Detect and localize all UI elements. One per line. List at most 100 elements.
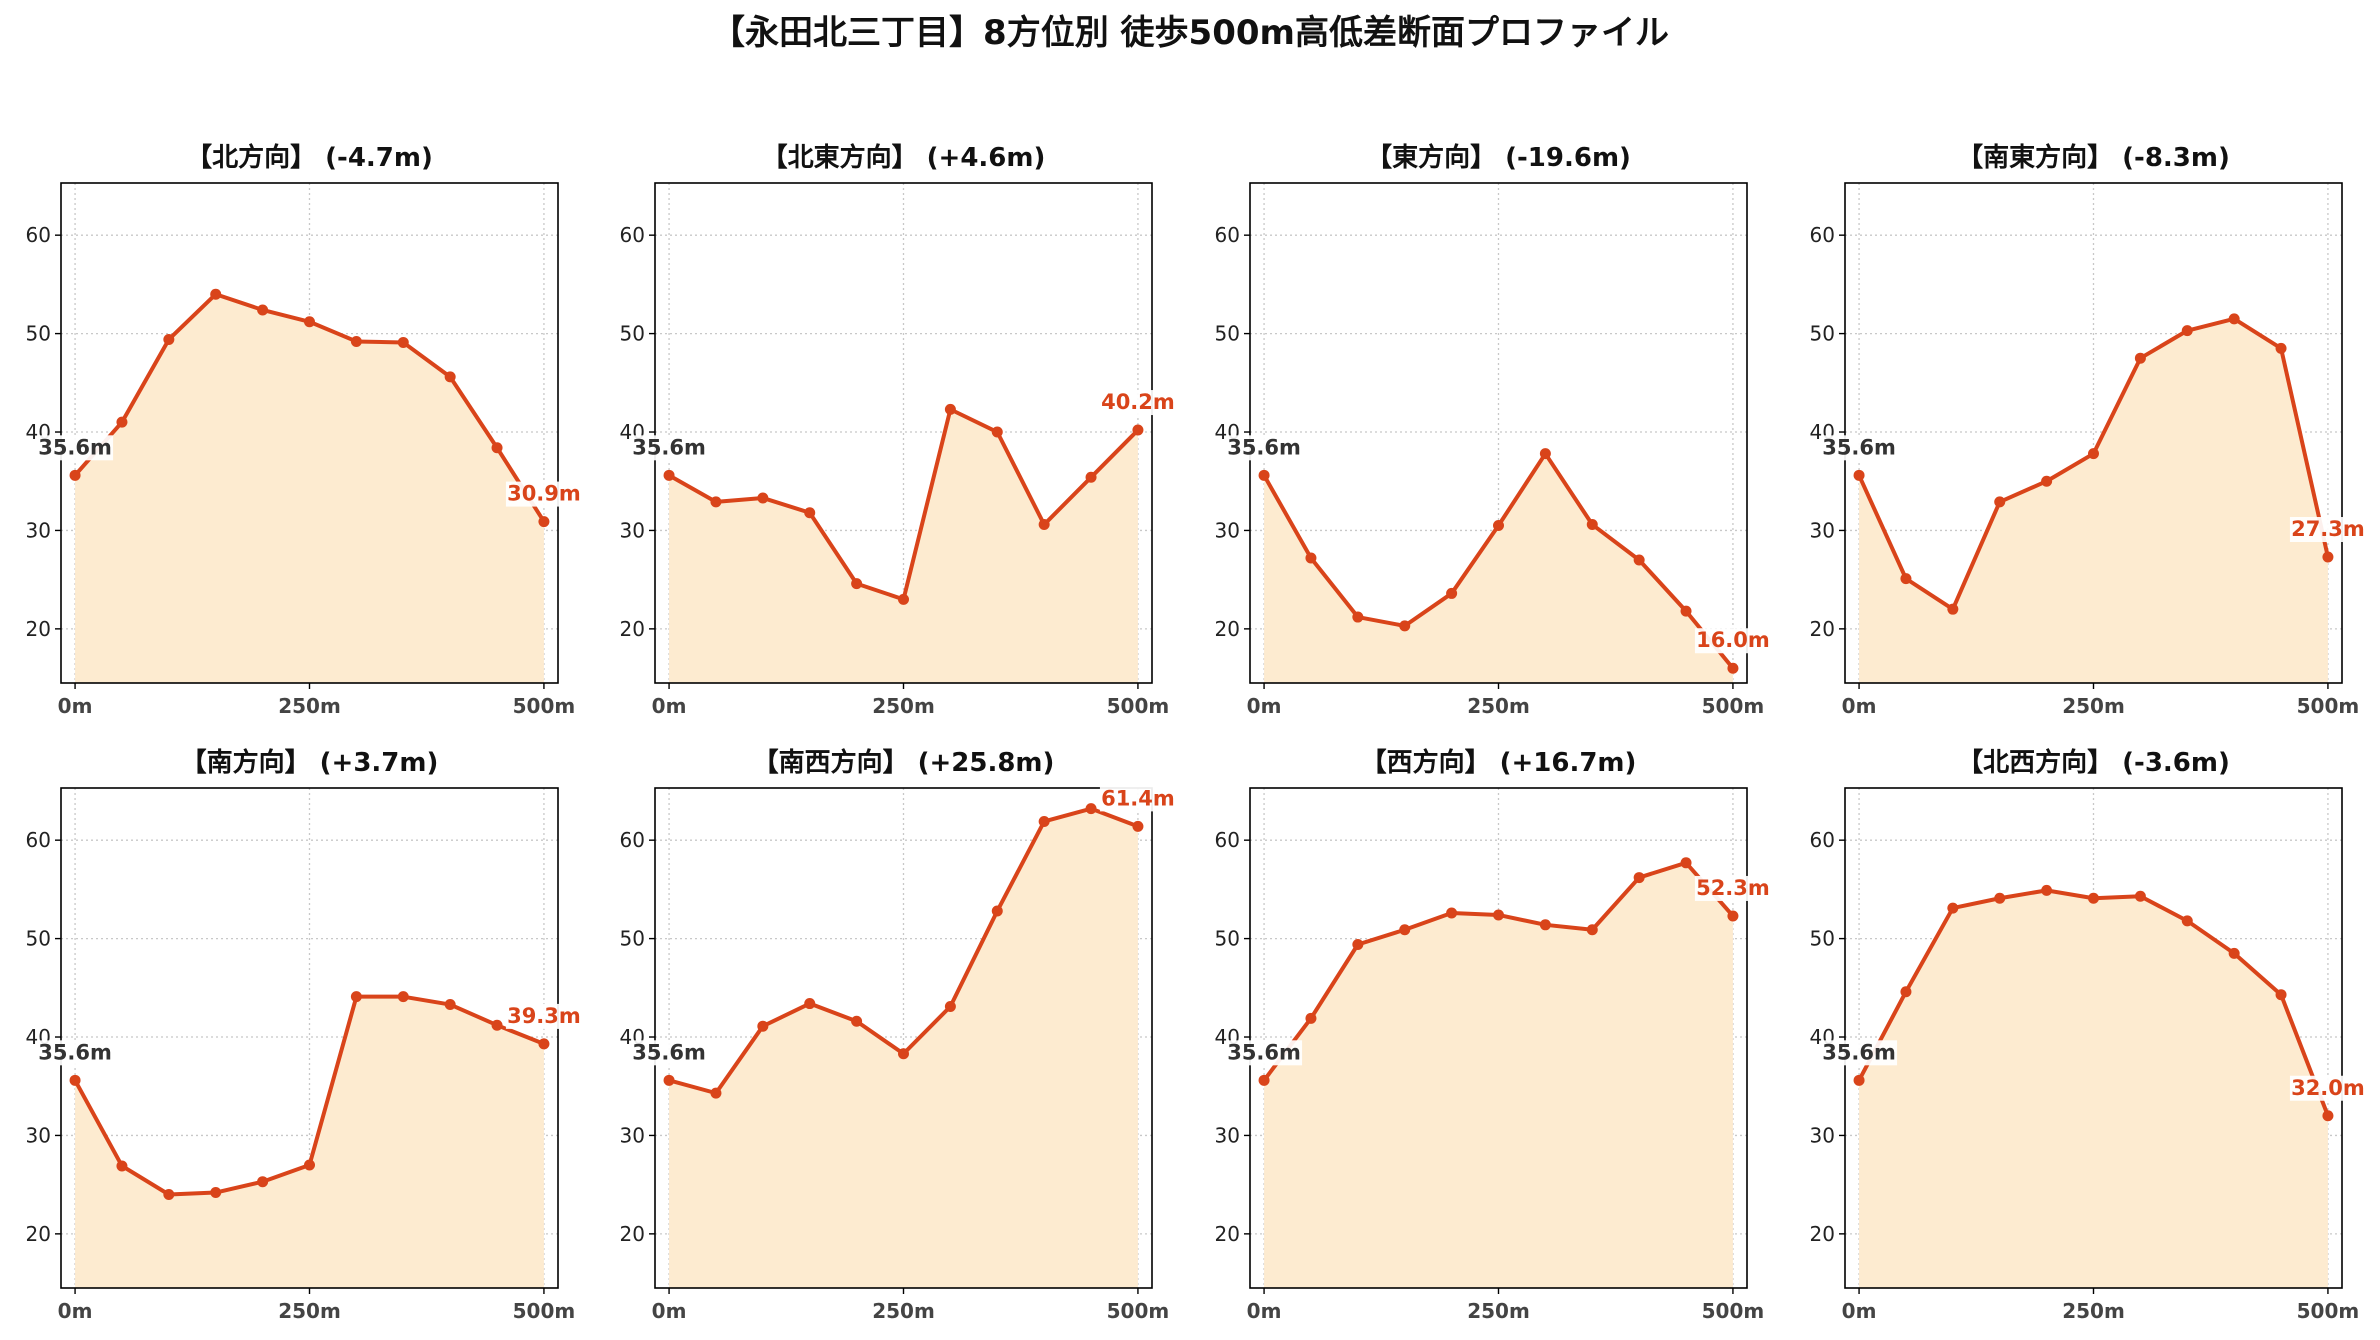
x-tick-label: 250m <box>1467 694 1530 718</box>
profile-point <box>1900 573 1912 585</box>
profile-point <box>2228 313 2240 325</box>
profile-point <box>1727 910 1739 922</box>
profile-point <box>1258 469 1270 481</box>
y-tick-label: 50 <box>620 322 645 346</box>
profile-point <box>1085 803 1097 815</box>
profile-point <box>304 316 315 328</box>
profile-point <box>1085 471 1097 483</box>
x-tick-label: 500m <box>513 1299 576 1323</box>
y-tick-label: 60 <box>26 828 51 852</box>
profile-point <box>944 1001 956 1013</box>
profile-point <box>397 336 409 348</box>
y-tick-label: 50 <box>1810 322 1835 346</box>
profile-point <box>1633 872 1645 884</box>
profile-point <box>1853 469 1865 481</box>
profile-point <box>163 1188 175 1200</box>
profile-point <box>1399 620 1411 632</box>
profile-point <box>991 426 1003 438</box>
x-tick-label: 0m <box>58 694 93 718</box>
profile-point <box>116 416 128 428</box>
x-tick-label: 250m <box>1467 1299 1530 1323</box>
profile-area <box>1859 890 2328 1288</box>
profile-area <box>1264 453 1733 683</box>
x-tick-label: 0m <box>1247 694 1282 718</box>
profile-area <box>75 294 544 683</box>
x-tick-label: 0m <box>1842 1299 1877 1323</box>
profile-point <box>2041 884 2053 896</box>
end-elevation-label: 30.9m <box>507 482 581 506</box>
profile-point <box>804 998 816 1010</box>
end-label-box <box>505 481 582 507</box>
end-label-box <box>1694 875 1771 901</box>
start-elevation-label: 35.6m <box>1822 435 1896 459</box>
profile-area <box>669 808 1138 1288</box>
profile-area <box>1264 862 1733 1288</box>
profile-point <box>538 516 550 528</box>
panel-title: 【北方向】 (-4.7m) <box>186 142 433 173</box>
x-tick-label: 0m <box>58 1299 93 1323</box>
x-tick-label: 0m <box>652 694 687 718</box>
profile-point <box>1132 820 1144 832</box>
profile-point <box>1352 938 1364 950</box>
profile-point <box>2228 947 2240 959</box>
y-tick-label: 60 <box>1215 828 1240 852</box>
end-label-box <box>1099 390 1176 416</box>
profile-point <box>1994 496 2006 508</box>
y-tick-label: 60 <box>620 828 645 852</box>
start-label-box <box>631 435 708 461</box>
x-tick-label: 500m <box>1702 694 1765 718</box>
profile-point <box>304 1159 315 1171</box>
profile-point <box>2275 989 2287 1001</box>
y-tick-label: 30 <box>1215 518 1240 542</box>
y-tick-label: 50 <box>1810 927 1835 951</box>
profile-point <box>710 496 722 508</box>
end-elevation-label: 52.3m <box>1696 876 1770 900</box>
x-tick-label: 500m <box>1107 694 1170 718</box>
y-tick-label: 60 <box>1810 223 1835 247</box>
profile-point <box>1132 424 1144 436</box>
start-label-box <box>631 1040 708 1066</box>
end-label-box <box>2289 1075 2366 1101</box>
start-elevation-label: 35.6m <box>1227 1040 1301 1064</box>
y-tick-label: 60 <box>620 223 645 247</box>
start-label-box <box>1226 1040 1303 1066</box>
profile-area <box>75 996 544 1288</box>
y-tick-label: 60 <box>1215 223 1240 247</box>
y-tick-label: 20 <box>26 617 51 641</box>
profile-point <box>663 469 675 481</box>
y-tick-label: 30 <box>1215 1123 1240 1147</box>
start-label-box <box>1821 1040 1898 1066</box>
profile-point <box>710 1087 722 1099</box>
y-tick-label: 50 <box>1215 322 1240 346</box>
x-tick-label: 500m <box>1107 1299 1170 1323</box>
profile-point <box>991 905 1003 917</box>
profile-point <box>1900 986 1912 998</box>
y-tick-label: 20 <box>620 1222 645 1246</box>
profile-point <box>2322 551 2334 563</box>
end-elevation-label: 27.3m <box>2291 517 2365 541</box>
start-label-box <box>37 435 114 461</box>
profile-area <box>669 409 1138 683</box>
y-tick-label: 30 <box>26 1123 51 1147</box>
end-label-box <box>1099 786 1176 812</box>
profile-point <box>804 507 816 519</box>
profile-point <box>257 304 269 316</box>
y-tick-label: 20 <box>1215 617 1240 641</box>
profile-point <box>2088 448 2099 460</box>
end-elevation-label: 16.0m <box>1696 628 1770 652</box>
profile-point <box>1586 519 1598 531</box>
profile-point <box>2041 475 2053 487</box>
end-elevation-label: 40.2m <box>1101 390 1175 414</box>
profile-point <box>663 1074 675 1086</box>
x-tick-label: 250m <box>278 1299 341 1323</box>
profile-point <box>491 442 503 454</box>
profile-point <box>2275 342 2287 354</box>
profile-point <box>1446 907 1458 919</box>
profile-point <box>210 288 222 300</box>
